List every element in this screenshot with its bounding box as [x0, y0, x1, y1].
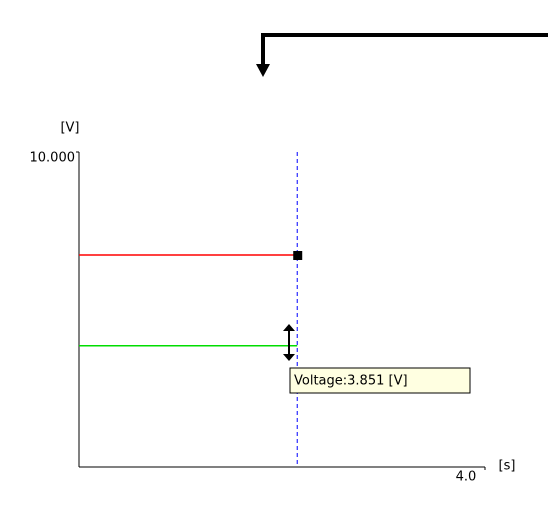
resize-cursor — [283, 324, 295, 361]
selected-point — [293, 251, 303, 261]
arrow-head — [256, 64, 270, 77]
y-tick-label: 10.000 — [30, 151, 76, 166]
tooltip-text: Voltage:3.851 [V] — [294, 374, 408, 389]
y-axis-label: [V] — [60, 121, 79, 136]
plot: 10.000 4.0 — [30, 151, 486, 485]
tooltip-box — [289, 367, 471, 394]
x-axis-label: [s] — [499, 459, 516, 474]
arrow-line — [261, 33, 548, 66]
x-tick-label: 4.0 — [456, 470, 477, 485]
